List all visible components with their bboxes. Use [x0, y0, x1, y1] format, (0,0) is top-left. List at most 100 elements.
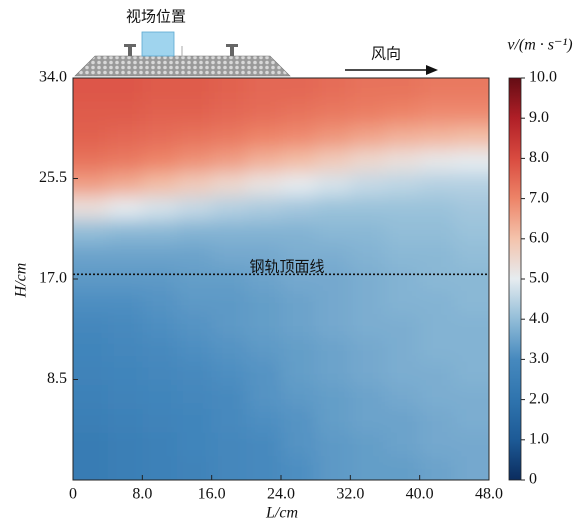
heat-cell	[177, 219, 213, 245]
heat-cell	[73, 196, 109, 221]
heat-cell	[281, 290, 317, 315]
heat-cell	[177, 290, 213, 315]
heat-cell	[73, 314, 109, 339]
heat-cell	[385, 148, 421, 174]
heat-cell	[315, 361, 351, 386]
heat-cell	[454, 125, 489, 150]
heat-cell	[142, 172, 178, 197]
heat-cell	[419, 290, 455, 315]
x-tick-label: 40.0	[406, 486, 434, 503]
heat-cell	[281, 125, 317, 150]
heat-cell	[73, 290, 109, 315]
heat-cell	[211, 267, 247, 292]
heat-cell	[177, 267, 213, 292]
heat-cell	[350, 101, 386, 126]
heat-cell	[315, 338, 351, 363]
heat-cell	[350, 338, 386, 363]
heat-cell	[454, 172, 489, 197]
heat-cell	[315, 456, 351, 480]
wind-arrow-head	[426, 65, 438, 75]
heat-cell	[454, 338, 489, 363]
heat-cell	[246, 456, 282, 480]
heat-cell	[385, 125, 421, 150]
heat-cell	[142, 196, 178, 221]
heat-cell	[107, 409, 143, 434]
heat-cell	[142, 385, 178, 410]
heat-cell	[246, 172, 282, 197]
heat-cell	[419, 196, 455, 221]
heat-cell	[246, 78, 282, 103]
heat-cell	[419, 101, 455, 126]
heat-cell	[246, 290, 282, 315]
heat-cell	[385, 361, 421, 386]
heat-cell	[246, 219, 282, 245]
heat-cell	[454, 101, 489, 126]
heat-cell	[350, 196, 386, 221]
heat-cell	[73, 148, 109, 174]
colorbar-tick-label: 9.0	[529, 109, 549, 126]
x-tick-label: 16.0	[198, 486, 226, 503]
heat-cell	[419, 314, 455, 339]
heatmap-cells	[73, 78, 489, 480]
heat-cell	[350, 456, 386, 480]
heat-cell	[246, 101, 282, 126]
colorbar-tick-label: 6.0	[529, 229, 549, 246]
heat-cell	[281, 456, 317, 480]
heat-cell	[281, 243, 317, 268]
heat-cell	[107, 148, 143, 174]
heat-cell	[73, 78, 109, 103]
heat-cell	[281, 196, 317, 221]
heat-cell	[454, 148, 489, 174]
colorbar-tick-label: 1.0	[529, 430, 549, 447]
heat-cell	[419, 148, 455, 174]
heat-cell	[107, 101, 143, 126]
heat-cell	[385, 267, 421, 292]
heat-cell	[211, 456, 247, 480]
heat-cell	[211, 314, 247, 339]
y-tick-label: 25.5	[39, 169, 67, 186]
heat-cell	[315, 385, 351, 410]
heat-cell	[454, 267, 489, 292]
heat-cell	[177, 243, 213, 268]
heat-cell	[211, 172, 247, 197]
heat-cell	[246, 243, 282, 268]
heat-cell	[177, 78, 213, 103]
heat-cell	[107, 456, 143, 480]
heat-cell	[142, 290, 178, 315]
heat-cell	[107, 78, 143, 103]
colorbar-tick-label: 2.0	[529, 390, 549, 407]
colorbar	[508, 77, 522, 481]
heat-cell	[419, 432, 455, 457]
heat-cell	[107, 172, 143, 197]
heat-cell	[454, 432, 489, 457]
heat-cell	[211, 385, 247, 410]
heat-cell	[419, 361, 455, 386]
heat-cell	[315, 290, 351, 315]
heat-cell	[350, 172, 386, 197]
heat-cell	[385, 409, 421, 434]
heat-cell	[315, 409, 351, 434]
heat-cell	[211, 125, 247, 150]
heat-cell	[107, 196, 143, 221]
heat-cell	[315, 125, 351, 150]
wind-label: 风向	[371, 45, 401, 63]
y-axis-label: H/cm	[13, 263, 30, 299]
heat-cell	[142, 338, 178, 363]
heat-cell	[246, 409, 282, 434]
heat-cell	[73, 243, 109, 268]
heat-cell	[385, 338, 421, 363]
heat-cell	[211, 243, 247, 268]
heat-cell	[315, 172, 351, 197]
heat-cell	[281, 148, 317, 174]
heat-cell	[73, 361, 109, 386]
x-tick-label: 32.0	[336, 486, 364, 503]
heat-cell	[281, 385, 317, 410]
heat-cell	[142, 432, 178, 457]
heat-cell	[419, 125, 455, 150]
heat-cell	[142, 219, 178, 245]
heat-cell	[419, 243, 455, 268]
x-tick-label: 24.0	[267, 486, 295, 503]
heat-cell	[281, 219, 317, 245]
heat-cell	[246, 148, 282, 174]
heat-cell	[142, 361, 178, 386]
